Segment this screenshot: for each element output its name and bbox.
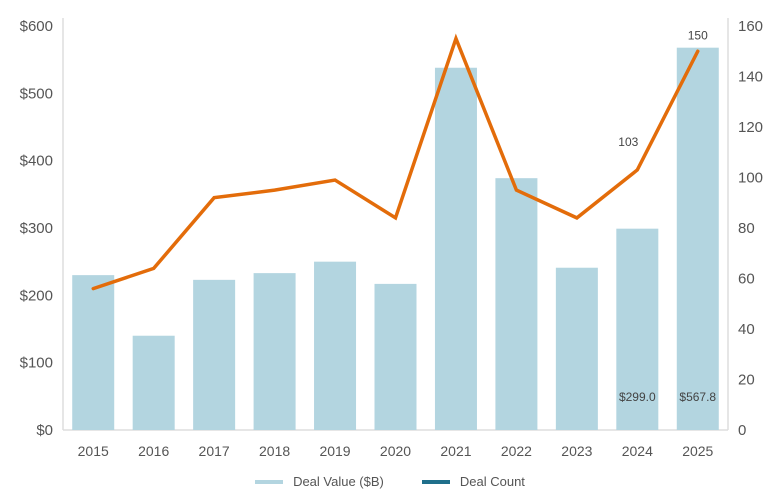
x-axis-tick: 2024 <box>622 443 653 459</box>
bar-2022 <box>495 178 538 430</box>
bar-2023 <box>555 267 598 430</box>
bar-2018 <box>253 273 296 430</box>
x-axis-tick: 2020 <box>380 443 411 459</box>
bar-2017 <box>193 279 236 430</box>
legend-item-deal-count: Deal Count <box>421 474 525 489</box>
left-axis-tick: $100 <box>20 355 53 372</box>
bar-2015 <box>72 275 115 430</box>
legend-swatch-deal-count <box>421 479 450 484</box>
x-axis-tick: 2023 <box>561 443 592 459</box>
legend-swatch-deal-value <box>255 479 284 484</box>
data-label: 103 <box>618 135 638 149</box>
right-axis-tick: 80 <box>738 220 755 237</box>
data-label: $299.0 <box>619 390 656 404</box>
right-axis-tick: 140 <box>738 69 763 86</box>
bar-2020 <box>374 283 417 430</box>
left-axis-tick: $200 <box>20 287 53 304</box>
bar-2024 <box>616 228 659 430</box>
left-axis-tick: $0 <box>36 422 53 439</box>
right-axis-tick: 120 <box>738 119 763 136</box>
legend-item-deal-value: Deal Value ($B) <box>255 474 384 489</box>
bar-2021 <box>434 67 477 430</box>
right-axis-tick: 0 <box>738 422 746 439</box>
x-axis-tick: 2015 <box>78 443 109 459</box>
data-label: 150 <box>688 28 708 42</box>
deal-count-line <box>91 33 700 291</box>
legend-label: Deal Value ($B) <box>293 474 384 489</box>
x-axis-tick: 2017 <box>199 443 230 459</box>
bar-series <box>72 47 719 430</box>
bar-2025 <box>676 47 719 430</box>
line-series <box>91 33 700 291</box>
left-axis-tick: $600 <box>20 18 53 35</box>
legend: Deal Value ($B) Deal Count <box>0 474 780 489</box>
left-axis-tick: $300 <box>20 220 53 237</box>
left-axis-tick: $500 <box>20 85 53 102</box>
right-axis-tick: 40 <box>738 321 755 338</box>
bar-2016 <box>132 335 175 430</box>
x-axis-tick: 2021 <box>440 443 471 459</box>
axes: $0 $100 $200 $300 $400 $500 $600 0 20 40 60 80 100 12… <box>20 18 763 459</box>
data-label: $567.8 <box>679 390 716 404</box>
x-axis-tick: 2018 <box>259 443 290 459</box>
legend-label: Deal Count <box>459 474 525 489</box>
right-axis-tick: 60 <box>738 271 755 288</box>
right-axis-tick: 20 <box>738 372 755 389</box>
bar-2019 <box>314 261 357 430</box>
x-axis-tick: 2019 <box>319 443 350 459</box>
left-axis-tick: $400 <box>20 153 53 170</box>
x-axis-tick: 2022 <box>501 443 532 459</box>
right-axis-tick: 160 <box>738 18 763 35</box>
data-labels: $299.0 $567.8 103 150 <box>618 28 716 404</box>
x-axis-tick: 2025 <box>682 443 713 459</box>
x-axis-tick: 2016 <box>138 443 169 459</box>
right-axis-tick: 100 <box>738 170 763 187</box>
